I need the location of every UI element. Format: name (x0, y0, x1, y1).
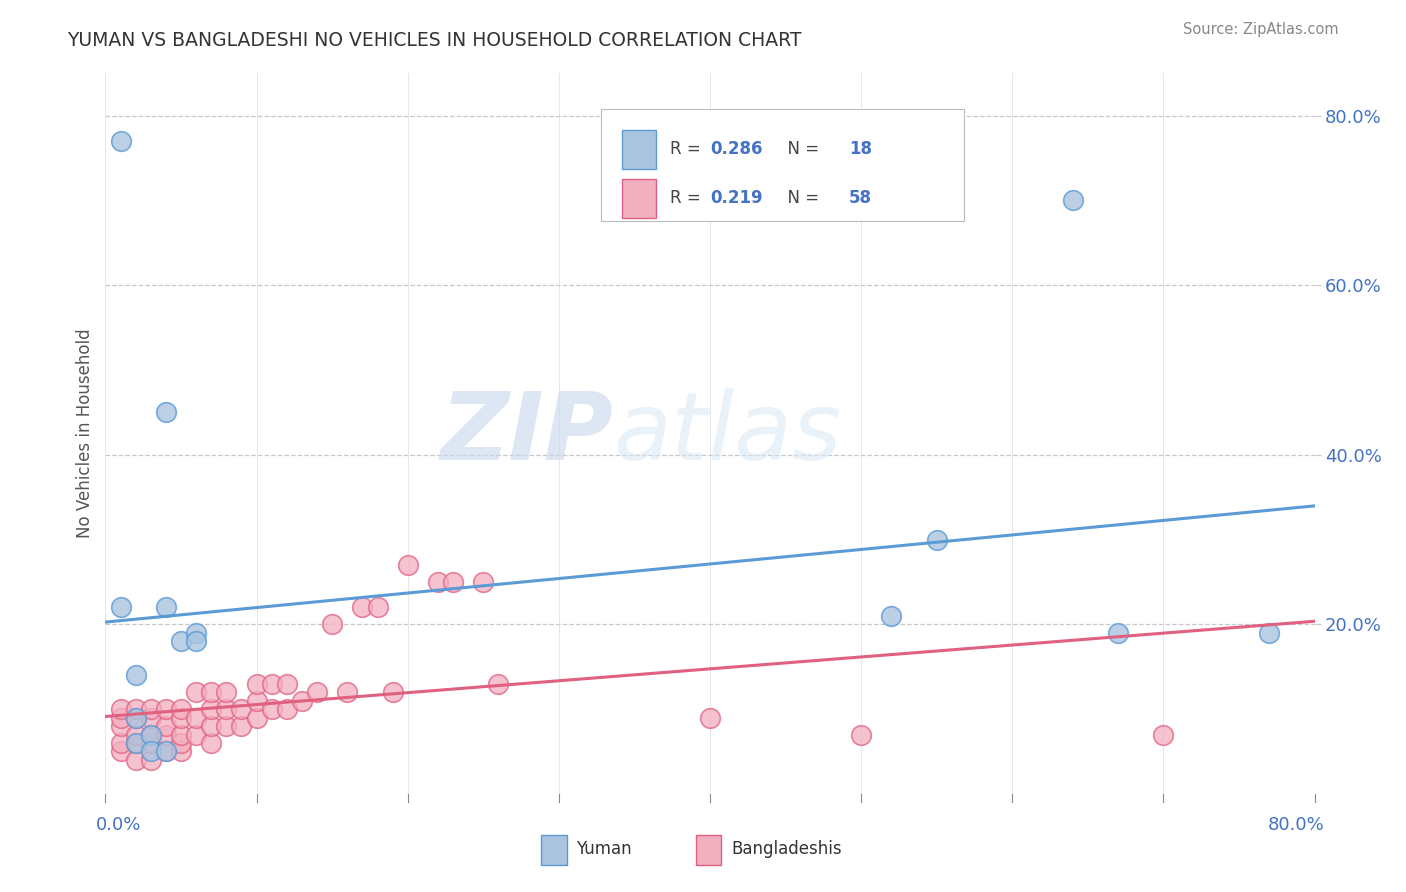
Point (170, 727, 193, 741)
Point (246, 676, 269, 690)
FancyBboxPatch shape (621, 178, 655, 219)
Point (124, 727, 148, 741)
Point (849, 727, 872, 741)
Point (170, 736, 193, 750)
Point (880, 608, 903, 623)
Point (1258, 625, 1281, 640)
Point (155, 719, 177, 733)
Point (110, 736, 132, 750)
Point (307, 685, 329, 699)
Text: Source: ZipAtlas.com: Source: ZipAtlas.com (1182, 22, 1339, 37)
Point (155, 727, 177, 741)
Point (186, 685, 208, 699)
Point (366, 600, 388, 615)
Point (200, 685, 222, 699)
Point (124, 736, 148, 750)
Point (215, 685, 238, 699)
Text: Yuman: Yuman (576, 840, 633, 858)
Point (200, 702, 222, 716)
Text: N =: N = (776, 140, 824, 159)
Point (1107, 625, 1129, 640)
Point (396, 558, 419, 572)
Point (441, 574, 464, 589)
Point (276, 676, 298, 690)
Point (139, 710, 162, 724)
Point (124, 668, 148, 682)
Point (139, 744, 162, 758)
Text: 0.219: 0.219 (710, 189, 762, 208)
Text: Bangladeshis: Bangladeshis (731, 840, 842, 858)
Text: 0.286: 0.286 (710, 140, 762, 159)
Point (200, 736, 222, 750)
Point (139, 753, 162, 767)
Point (699, 710, 721, 724)
FancyBboxPatch shape (621, 129, 655, 169)
Point (139, 702, 162, 716)
Point (155, 744, 177, 758)
Point (110, 744, 132, 758)
Point (110, 600, 132, 615)
Point (215, 702, 238, 716)
Point (352, 600, 374, 615)
Point (110, 710, 132, 724)
Point (246, 693, 269, 707)
FancyBboxPatch shape (602, 109, 965, 221)
Point (155, 702, 177, 716)
Point (260, 702, 283, 716)
Point (186, 710, 208, 724)
Point (925, 533, 948, 547)
Point (110, 702, 132, 716)
Point (124, 702, 148, 716)
Text: R =: R = (671, 189, 706, 208)
Point (200, 719, 222, 733)
Point (336, 685, 359, 699)
Text: 80.0%: 80.0% (1268, 816, 1324, 834)
Point (170, 744, 193, 758)
Point (488, 676, 510, 690)
Point (139, 736, 162, 750)
Point (186, 727, 208, 741)
Point (170, 634, 193, 648)
Point (124, 753, 148, 767)
Point (124, 710, 148, 724)
Point (155, 744, 177, 758)
Text: atlas: atlas (613, 388, 842, 479)
Point (155, 600, 177, 615)
Point (231, 702, 253, 716)
Point (260, 676, 283, 690)
Point (186, 634, 208, 648)
Point (139, 727, 162, 741)
Text: 0.0%: 0.0% (96, 816, 141, 834)
Text: 18: 18 (849, 140, 872, 159)
Point (186, 625, 208, 640)
Point (246, 710, 269, 724)
Text: N =: N = (776, 189, 824, 208)
Point (139, 727, 162, 741)
Point (321, 617, 343, 632)
Point (472, 574, 495, 589)
Point (110, 719, 132, 733)
Point (1062, 194, 1084, 208)
Point (381, 685, 404, 699)
Point (170, 710, 193, 724)
Point (110, 134, 132, 148)
Text: R =: R = (671, 140, 706, 159)
Point (124, 710, 148, 724)
Y-axis label: No Vehicles in Household: No Vehicles in Household (76, 328, 94, 539)
Point (291, 693, 314, 707)
Point (170, 702, 193, 716)
Point (124, 736, 148, 750)
Point (427, 574, 450, 589)
Point (1153, 727, 1175, 741)
Text: 58: 58 (849, 189, 872, 208)
Point (276, 702, 298, 716)
Point (155, 405, 177, 419)
Point (215, 719, 238, 733)
Text: YUMAN VS BANGLADESHI NO VEHICLES IN HOUSEHOLD CORRELATION CHART: YUMAN VS BANGLADESHI NO VEHICLES IN HOUS… (67, 31, 801, 50)
Text: ZIP: ZIP (440, 387, 613, 480)
Point (231, 719, 253, 733)
